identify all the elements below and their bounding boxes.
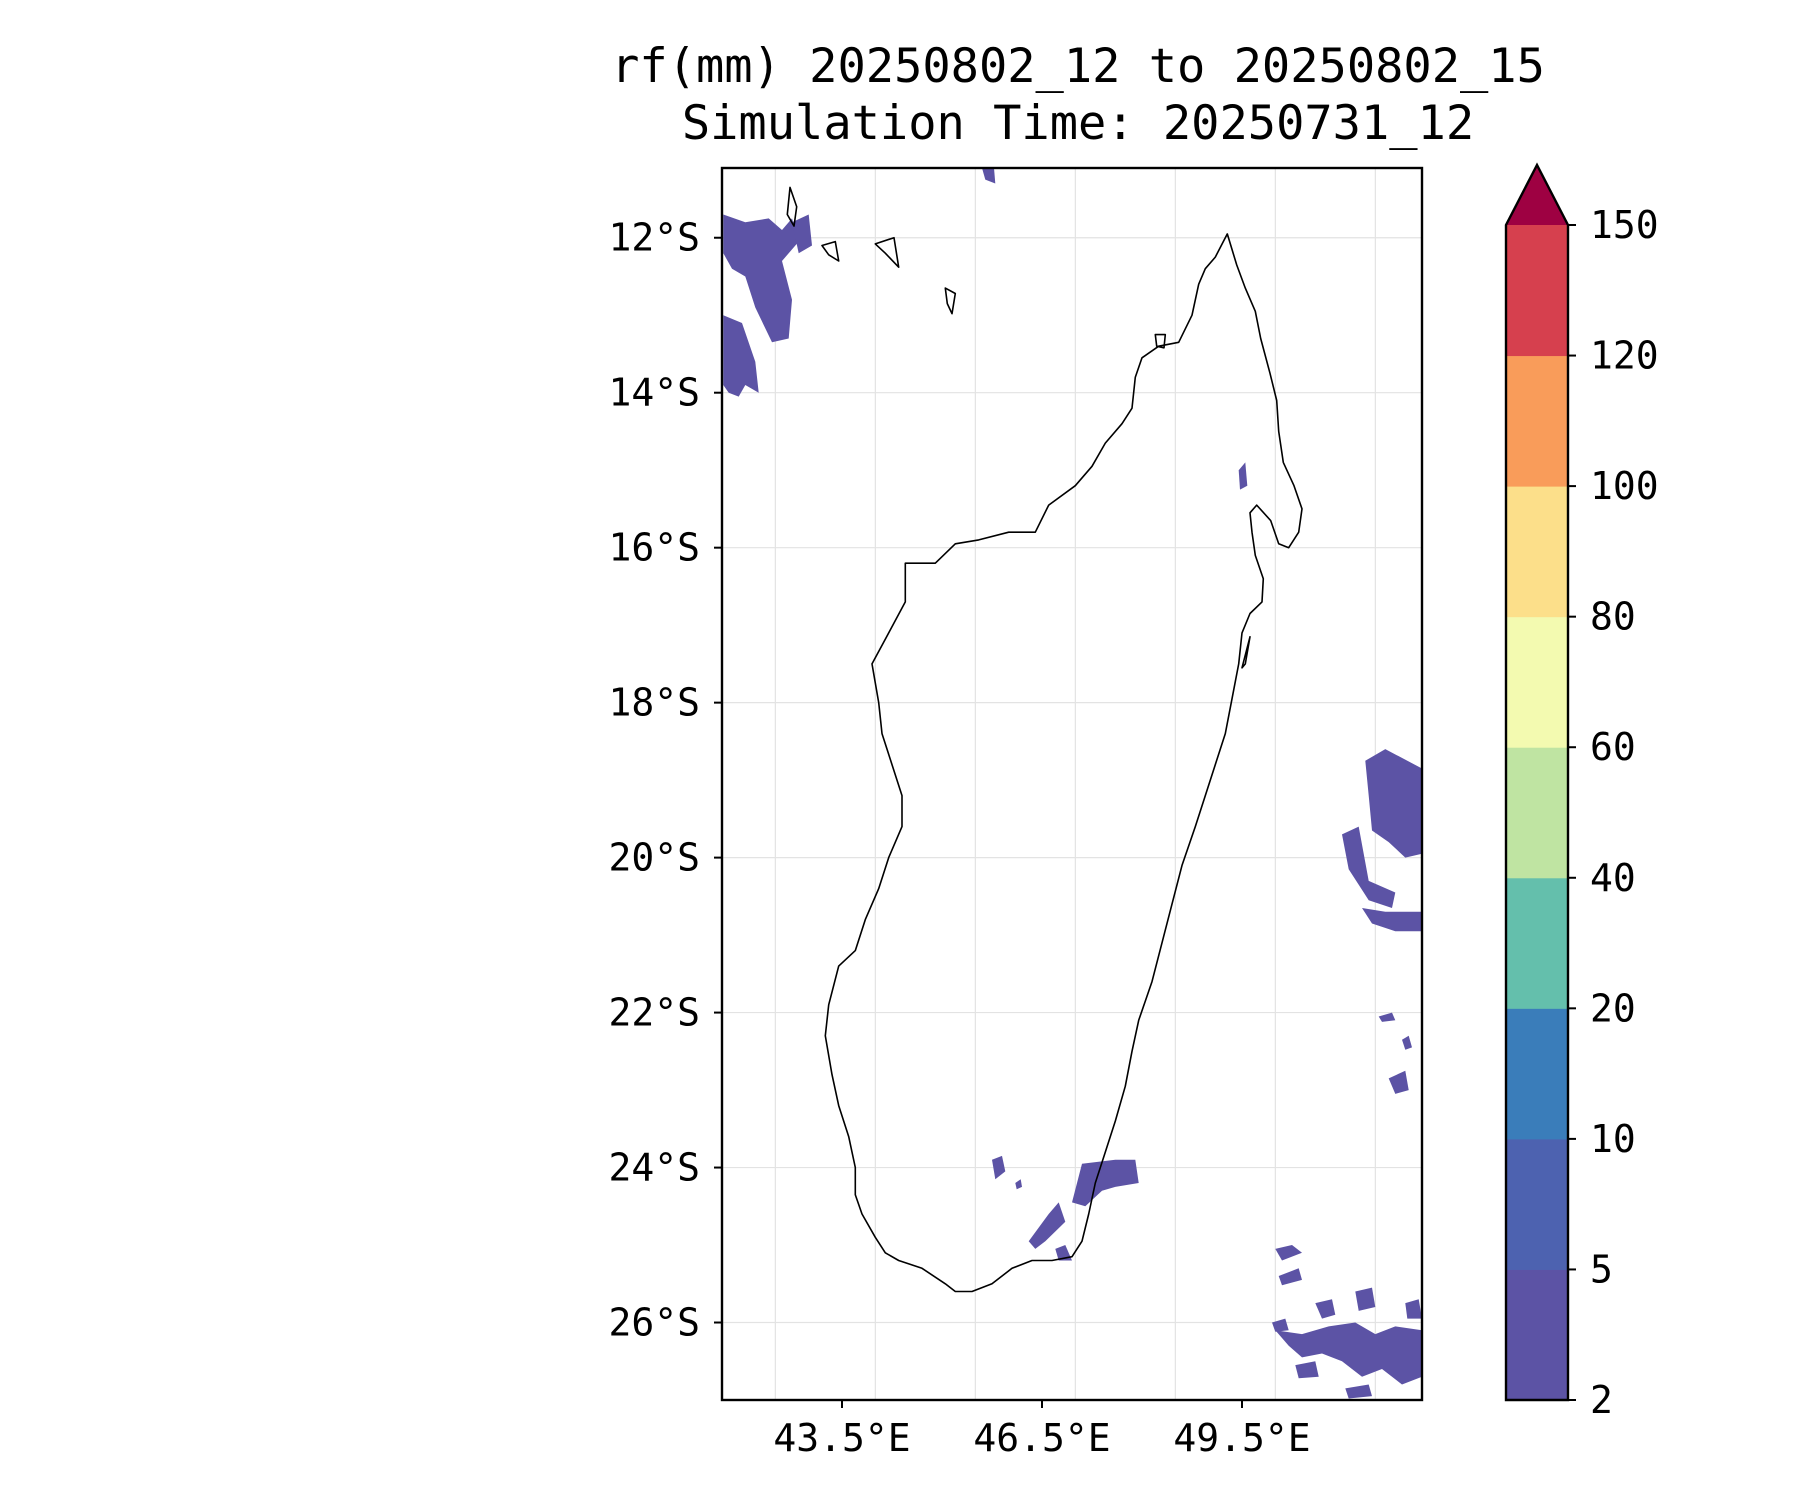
lat-tick-label-0: 12°S — [608, 216, 700, 260]
colorbar-segment-0 — [1506, 1269, 1568, 1401]
rain-patch-20 — [1275, 1322, 1422, 1385]
rain-patch-17 — [1278, 1268, 1302, 1286]
colorbar-segment-1 — [1506, 1138, 1568, 1270]
rain-patch-4 — [1238, 462, 1248, 490]
lat-tick-label-5: 22°S — [608, 991, 700, 1035]
rain-patch-19 — [1355, 1287, 1376, 1311]
colorbar-segment-4 — [1506, 747, 1568, 879]
map-gridlines — [722, 168, 1422, 1400]
rain-patch-13 — [1072, 1159, 1139, 1207]
lon-tick-label-0: 43.5°E — [773, 1416, 910, 1460]
coastline-island-5 — [1154, 333, 1167, 349]
colorbar-segment-5 — [1506, 616, 1568, 748]
lon-tick-label-1: 46.5°E — [973, 1416, 1110, 1460]
rain-patch-12 — [1015, 1179, 1022, 1190]
colorbar-segment-2 — [1506, 1008, 1568, 1140]
colorbar-tick-label-6: 80 — [1590, 595, 1636, 639]
rain-patch-0 — [723, 214, 799, 343]
colorbar-tick-label-4: 40 — [1590, 856, 1636, 900]
rain-patch-15 — [1055, 1245, 1072, 1261]
rain-patch-24 — [1405, 1299, 1422, 1319]
rain-patch-21 — [1272, 1318, 1289, 1332]
map-title-line-2: Simulation Time: 20250731_12 — [682, 96, 1474, 151]
colorbar-tick-label-1: 5 — [1590, 1247, 1613, 1291]
rain-patch-7 — [1362, 908, 1422, 932]
coastline-island-0 — [786, 186, 798, 227]
colorbar-extend-arrow — [1506, 165, 1568, 225]
coastline-madagascar — [824, 233, 1303, 1293]
colorbar-segment-7 — [1506, 355, 1568, 487]
map-title-line-1: rf(mm) 20250802_12 to 20250802_15 — [611, 39, 1545, 94]
coastline-island-1 — [821, 240, 840, 262]
colorbar-tick-label-5: 60 — [1590, 725, 1636, 769]
colorbar-segment-6 — [1506, 486, 1568, 618]
coastline-island-2 — [874, 236, 900, 269]
rainfall-contours — [723, 168, 1422, 1399]
colorbar-tick-label-8: 120 — [1590, 334, 1659, 378]
rain-patch-22 — [1345, 1384, 1372, 1399]
colorbar-tick-label-9: 150 — [1590, 203, 1659, 247]
lat-tick-label-4: 20°S — [608, 836, 700, 880]
colorbar: 2 5 10 20 40 60 80 100 120 150 — [1504, 162, 1659, 1422]
latitude-tick-labels: 12°S 14°S 16°S 18°S 20°S 22°S 24°S 26°S — [608, 216, 722, 1345]
lat-tick-label-6: 24°S — [608, 1146, 700, 1190]
coastline-island-4 — [1241, 635, 1251, 669]
map-panel: 12°S14°S16°S18°S20°S22°S24°S26°S 43.5°E 4… — [608, 166, 1424, 1460]
coastlines — [786, 186, 1303, 1293]
rain-patch-2 — [792, 214, 812, 254]
longitude-tick-labels: 43.5°E 46.5°E 49.5°E — [773, 1400, 1311, 1460]
rain-patch-10 — [1388, 1070, 1409, 1094]
rain-patch-23 — [1295, 1361, 1319, 1379]
colorbar-segment-3 — [1506, 877, 1568, 1009]
lat-tick-label-1: 14°S — [608, 371, 700, 415]
rain-patch-6 — [1342, 826, 1396, 908]
colorbar-segment-8 — [1506, 225, 1568, 357]
rain-patch-8 — [1378, 1012, 1396, 1022]
map-frame — [720, 166, 1424, 1402]
lon-tick-label-2: 49.5°E — [1173, 1416, 1310, 1460]
rain-patch-18 — [1315, 1299, 1336, 1319]
coastline-island-3 — [944, 287, 957, 315]
lat-tick-label-2: 16°S — [608, 526, 700, 570]
colorbar-tick-label-3: 20 — [1590, 986, 1636, 1030]
rain-patch-9 — [1402, 1035, 1412, 1050]
rain-patch-5 — [1365, 749, 1422, 858]
colorbar-tick-label-0: 2 — [1590, 1378, 1613, 1422]
rain-patch-1 — [723, 315, 759, 397]
rain-patch-11 — [992, 1155, 1006, 1180]
colorbar-outline — [1504, 162, 1570, 1402]
lat-tick-label-7: 26°S — [608, 1301, 700, 1345]
lat-tick-label-3: 18°S — [608, 681, 700, 725]
rain-patch-16 — [1275, 1245, 1302, 1261]
rain-patch-14 — [1028, 1202, 1066, 1249]
colorbar-tick-label-7: 100 — [1590, 464, 1659, 508]
rain-patch-3 — [982, 168, 996, 184]
colorbar-tick-label-2: 10 — [1590, 1117, 1636, 1161]
